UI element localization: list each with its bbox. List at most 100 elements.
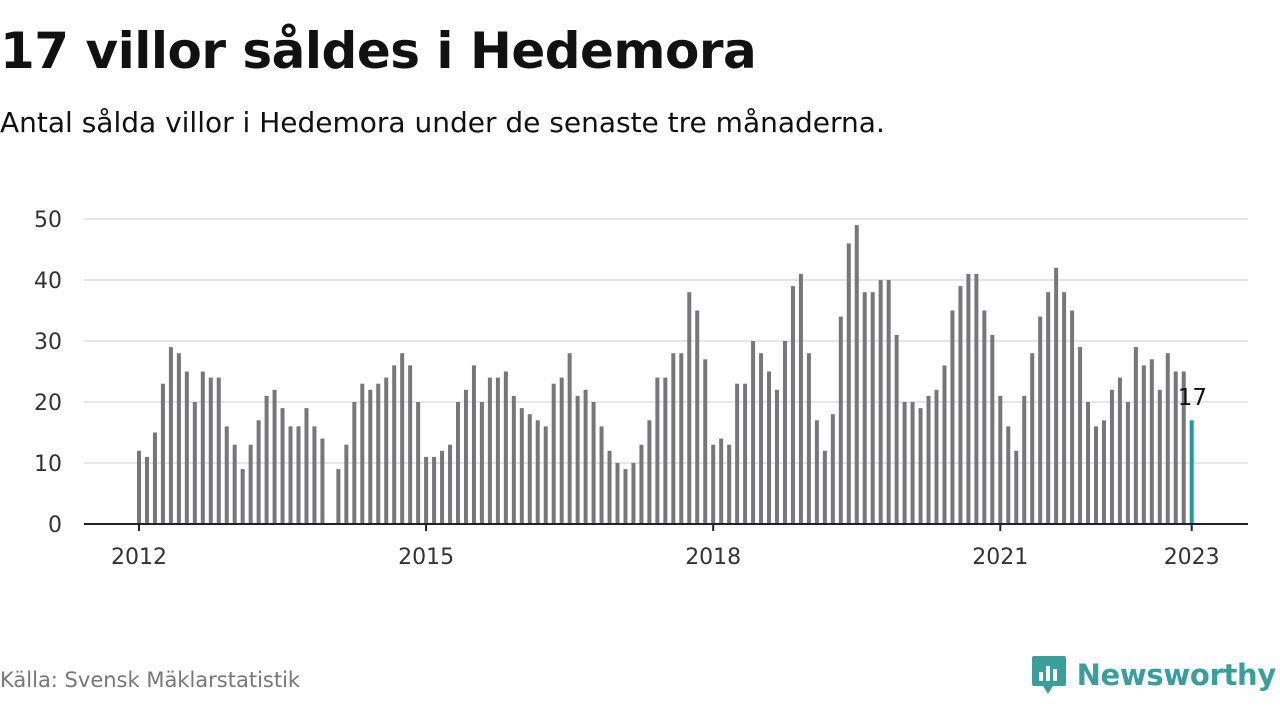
bar	[958, 286, 963, 524]
bar	[695, 310, 700, 524]
bar	[910, 402, 915, 524]
bar	[687, 292, 692, 524]
bar	[1014, 450, 1019, 524]
bar	[926, 395, 931, 524]
x-tick-label-2012: 2012	[111, 545, 167, 570]
bar	[1022, 395, 1027, 524]
bar	[471, 365, 476, 524]
bar	[1157, 389, 1162, 524]
bar	[144, 456, 149, 524]
bar	[806, 353, 811, 524]
bar	[703, 359, 708, 524]
x-tick-label-2023: 2023	[1164, 545, 1220, 570]
bar	[503, 371, 508, 524]
bar	[232, 444, 237, 524]
bar	[607, 450, 612, 524]
bar	[416, 402, 421, 524]
bar	[1046, 292, 1051, 524]
bar	[168, 347, 173, 524]
bar	[463, 389, 468, 524]
bar	[1181, 371, 1186, 524]
bar	[838, 316, 843, 524]
bar	[814, 420, 819, 524]
bar	[216, 377, 221, 524]
bar	[1173, 371, 1178, 524]
y-tick-label-10: 10	[34, 452, 62, 477]
bar	[1030, 353, 1035, 524]
y-tick-label-40: 40	[34, 269, 62, 294]
highlight-value-label: 17	[1178, 385, 1207, 411]
bar	[248, 444, 253, 524]
bar	[878, 280, 883, 524]
bar	[456, 402, 460, 524]
bar	[894, 334, 899, 524]
bar	[392, 365, 397, 524]
bar	[759, 353, 764, 524]
bar	[176, 353, 181, 524]
bar	[527, 414, 532, 524]
bar	[790, 286, 795, 524]
bar	[798, 273, 803, 524]
y-tick-label-20: 20	[34, 391, 62, 416]
brand-name: Newsworthy	[1076, 658, 1277, 692]
bar	[679, 353, 684, 524]
x-tick-label-2018: 2018	[685, 545, 741, 570]
bar	[160, 383, 165, 524]
bar	[599, 426, 604, 524]
bar	[671, 353, 676, 524]
bar	[966, 273, 971, 524]
bar	[559, 377, 564, 524]
bar	[1006, 426, 1011, 524]
bar	[551, 383, 556, 524]
bar	[942, 365, 947, 524]
bar	[184, 371, 189, 524]
bar	[711, 444, 716, 524]
bar	[1101, 420, 1106, 524]
bar	[1149, 359, 1154, 524]
bar	[400, 353, 405, 524]
bar	[591, 402, 596, 524]
bar	[822, 450, 827, 524]
bar	[743, 383, 748, 524]
chart-subtitle: Antal sålda villor i Hedemora under de s…	[0, 106, 885, 139]
bar	[735, 383, 740, 524]
bar	[384, 377, 389, 524]
bar	[639, 444, 644, 524]
bar	[974, 273, 979, 524]
newsworthy-chart-bubble-icon	[1031, 656, 1066, 694]
bar	[224, 426, 229, 524]
bar	[424, 456, 429, 524]
bar	[663, 377, 668, 524]
bar	[1070, 310, 1075, 524]
y-tick-label-30: 30	[34, 330, 62, 355]
bar	[280, 408, 285, 524]
bar	[376, 383, 381, 524]
bar	[846, 243, 851, 524]
bar	[352, 402, 357, 524]
bar	[1078, 347, 1083, 524]
bar	[751, 341, 756, 524]
bar	[432, 456, 437, 524]
bar	[886, 280, 891, 524]
bar	[782, 341, 787, 524]
bar	[990, 334, 995, 524]
bar	[360, 383, 365, 524]
bar	[479, 402, 484, 524]
bar	[368, 389, 373, 524]
bar	[1117, 377, 1122, 524]
bar	[647, 420, 652, 524]
bar	[336, 469, 341, 524]
bar	[320, 438, 325, 524]
bar	[240, 469, 245, 524]
bar	[583, 389, 588, 524]
bar	[272, 389, 277, 524]
bar	[719, 438, 724, 524]
x-tick-label-2015: 2015	[398, 545, 454, 570]
bar	[288, 426, 293, 524]
bar	[998, 395, 1003, 524]
bar	[256, 420, 261, 524]
y-tick-label-50: 50	[34, 208, 62, 233]
bar	[519, 408, 524, 524]
bar	[408, 365, 413, 524]
bar	[862, 292, 867, 524]
